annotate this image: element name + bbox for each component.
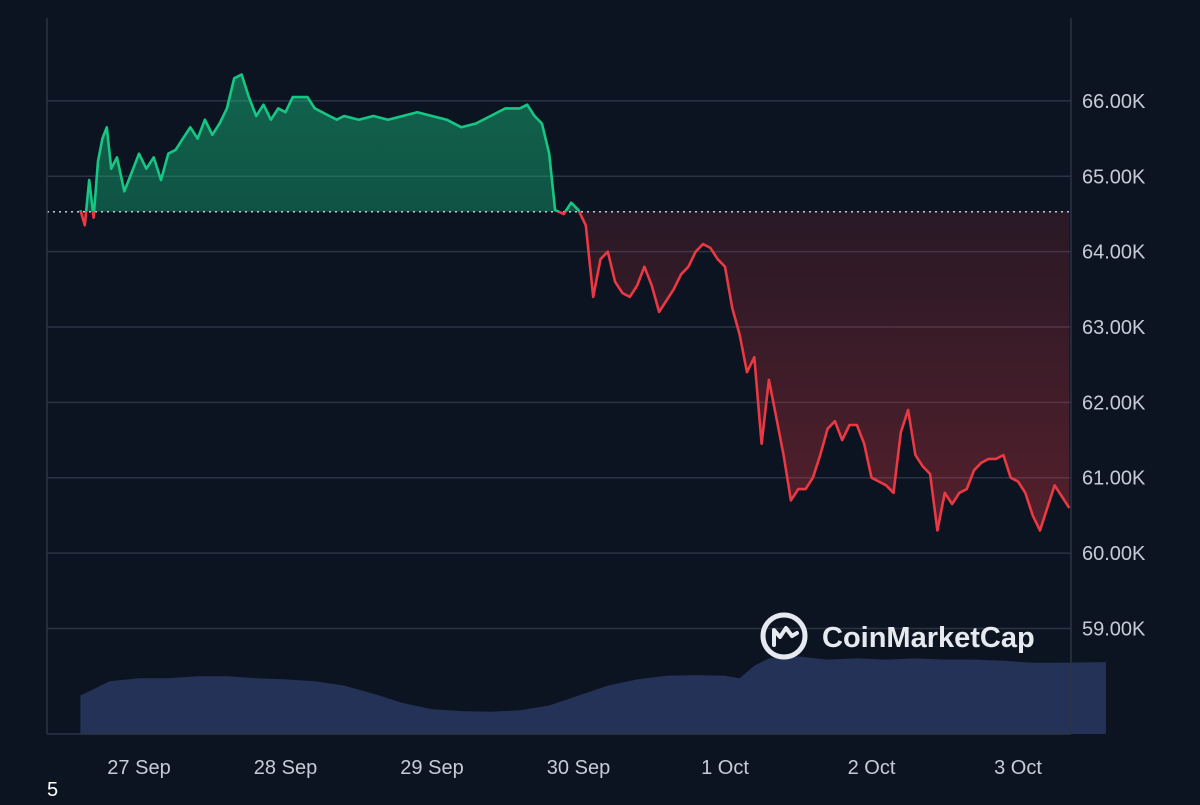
x-tick-label: 3 Oct	[994, 757, 1042, 779]
corner-label: 5	[47, 779, 58, 800]
watermark-brand-text: CoinMarketCap	[822, 622, 1035, 654]
y-tick-label: 61.00K	[1082, 468, 1146, 490]
x-tick-label: 2 Oct	[848, 757, 896, 779]
y-tick-label: 59.00K	[1082, 618, 1146, 640]
x-tick-label: 27 Sep	[107, 757, 170, 779]
y-tick-label: 62.00K	[1082, 392, 1146, 414]
x-tick-label: 30 Sep	[547, 757, 610, 779]
y-axis-tick-labels: 59.00K 60.00K 61.00K 62.00K 63.00K 64.00K 65.0…	[1082, 91, 1146, 641]
price-line-below	[79, 211, 1071, 532]
x-tick-label: 1 Oct	[701, 757, 749, 779]
price-line-above	[79, 73, 581, 212]
y-tick-label: 64.00K	[1082, 242, 1146, 264]
y-tick-label: 60.00K	[1082, 543, 1146, 565]
x-tick-label: 29 Sep	[400, 757, 463, 779]
price-fill-above	[80, 74, 580, 212]
y-tick-label: 66.00K	[1082, 91, 1146, 113]
y-tick-label: 65.00K	[1082, 166, 1146, 188]
volume-area	[80, 656, 1106, 734]
price-fill-area	[80, 74, 1070, 531]
y-tick-label: 63.00K	[1082, 317, 1146, 339]
price-line	[79, 73, 1071, 532]
x-axis-tick-labels: 27 Sep 28 Sep 29 Sep 30 Sep 1 Oct 2 Oct 3 Oct	[107, 757, 1042, 779]
x-tick-label: 28 Sep	[254, 757, 317, 779]
volume-area-shape	[80, 656, 1106, 734]
price-fill-below	[80, 211, 1070, 531]
coinmarketcap-logo-icon	[760, 612, 808, 660]
coinmarketcap-watermark: CoinMarketCap	[760, 612, 1035, 660]
chart-axes	[46, 18, 1072, 735]
